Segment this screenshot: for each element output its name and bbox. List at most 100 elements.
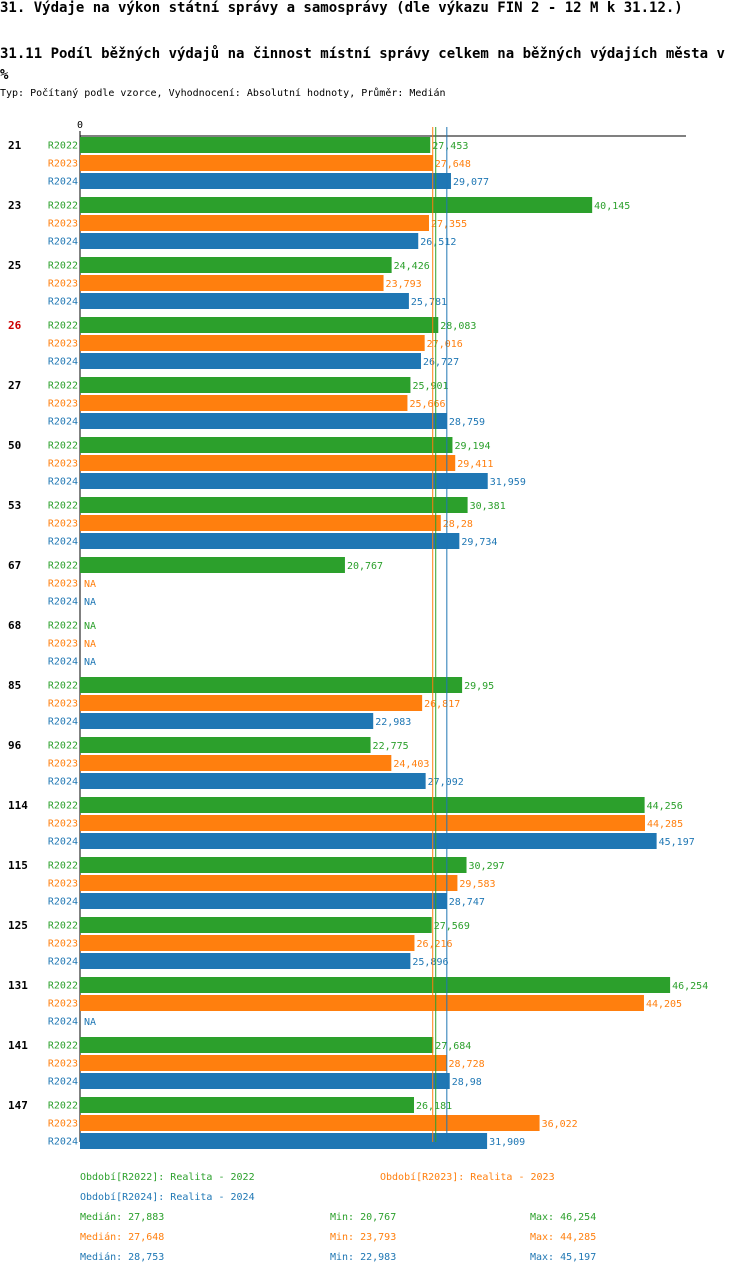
series-label: R2022 <box>48 741 78 752</box>
bar <box>80 833 657 849</box>
category-label: 147 <box>8 1099 28 1112</box>
data-label: 25,901 <box>412 381 448 392</box>
data-label: 24,426 <box>394 261 430 272</box>
series-label: R2024 <box>48 537 78 548</box>
category-label: 67 <box>8 559 21 572</box>
data-label: 24,403 <box>393 759 429 770</box>
series-label: R2024 <box>48 417 78 428</box>
category-label: 21 <box>8 139 22 152</box>
bar <box>80 875 458 891</box>
data-label: 44,256 <box>647 801 683 812</box>
chart-section-title: 31. Výdaje na výkon státní správy a samo… <box>0 0 683 16</box>
series-label: R2024 <box>48 657 78 668</box>
series-label: R2022 <box>48 141 78 152</box>
series-label: R2022 <box>48 381 78 392</box>
na-label: NA <box>84 621 96 632</box>
series-label: R2024 <box>48 237 78 248</box>
data-label: 26,817 <box>424 699 460 710</box>
bar <box>80 695 423 711</box>
series-label: R2022 <box>48 1101 78 1112</box>
data-label: 27,569 <box>434 921 470 932</box>
data-label: 29,734 <box>461 537 497 548</box>
data-label: 28,747 <box>449 897 485 908</box>
bar <box>80 977 671 993</box>
na-label: NA <box>84 1017 96 1028</box>
max-r2023: Max: 44,285 <box>530 1232 597 1243</box>
series-label: R2024 <box>48 1017 78 1028</box>
na-label: NA <box>84 597 96 608</box>
bar <box>80 773 426 789</box>
category-label: 115 <box>8 859 28 872</box>
bar <box>80 197 593 213</box>
chart-meta: Typ: Počítaný podle vzorce, Vyhodnocení:… <box>0 88 446 99</box>
series-label: R2024 <box>48 957 78 968</box>
bar <box>80 1115 540 1131</box>
category-label: 23 <box>8 199 21 212</box>
series-label: R2022 <box>48 561 78 572</box>
bar <box>80 797 645 813</box>
data-label: 26,727 <box>423 357 459 368</box>
bar <box>80 437 453 453</box>
series-label: R2022 <box>48 441 78 452</box>
bar <box>80 1073 450 1089</box>
data-label: 29,077 <box>453 177 489 188</box>
series-label: R2023 <box>48 459 78 470</box>
series-label: R2022 <box>48 621 78 632</box>
max-r2024: Max: 45,197 <box>530 1252 597 1263</box>
series-label: R2022 <box>48 861 78 872</box>
series-label: R2022 <box>48 801 78 812</box>
data-label: 30,297 <box>469 861 505 872</box>
data-label: 25,666 <box>409 399 445 410</box>
category-label: 25 <box>8 259 21 272</box>
series-label: R2024 <box>48 477 78 488</box>
category-label: 125 <box>8 919 28 932</box>
series-label: R2024 <box>48 897 78 908</box>
data-label: 31,959 <box>490 477 526 488</box>
data-label: 28,98 <box>452 1077 482 1088</box>
series-label: R2023 <box>48 399 78 410</box>
max-r2022: Max: 46,254 <box>530 1212 597 1223</box>
series-label: R2024 <box>48 1137 78 1148</box>
bar <box>80 893 447 909</box>
data-label: 46,254 <box>672 981 708 992</box>
data-label: 28,759 <box>449 417 485 428</box>
series-label: R2022 <box>48 321 78 332</box>
bar <box>80 455 456 471</box>
data-label: 22,775 <box>373 741 409 752</box>
series-label: R2023 <box>48 1059 78 1070</box>
x-tick-label: 0 <box>77 120 83 131</box>
data-label: 28,728 <box>449 1059 485 1070</box>
data-label: 27,684 <box>435 1041 471 1052</box>
bar <box>80 377 411 393</box>
data-label: 23,793 <box>386 279 422 290</box>
bar <box>80 335 425 351</box>
series-label: R2023 <box>48 639 78 650</box>
data-label: 26,181 <box>416 1101 452 1112</box>
bar <box>80 755 392 771</box>
data-label: 31,909 <box>489 1137 525 1148</box>
bar <box>80 155 433 171</box>
bar <box>80 917 432 933</box>
series-label: R2023 <box>48 819 78 830</box>
category-label: 96 <box>8 739 22 752</box>
series-label: R2023 <box>48 279 78 290</box>
bar <box>80 293 409 309</box>
category-label: 27 <box>8 379 21 392</box>
data-label: 44,285 <box>647 819 683 830</box>
category-label: 131 <box>8 979 28 992</box>
series-label: R2022 <box>48 501 78 512</box>
data-label: 29,194 <box>454 441 490 452</box>
bar <box>80 137 431 153</box>
bar <box>80 233 419 249</box>
chart-title: 31.11 Podíl běžných výdajů na činnost mí… <box>0 46 725 83</box>
series-label: R2024 <box>48 837 78 848</box>
series-label: R2023 <box>48 939 78 950</box>
category-label: 114 <box>8 799 28 812</box>
bar <box>80 353 421 369</box>
data-label: 27,648 <box>435 159 471 170</box>
na-label: NA <box>84 639 96 650</box>
series-label: R2023 <box>48 879 78 890</box>
bar <box>80 935 415 951</box>
series-label: R2023 <box>48 999 78 1010</box>
data-label: 20,767 <box>347 561 383 572</box>
